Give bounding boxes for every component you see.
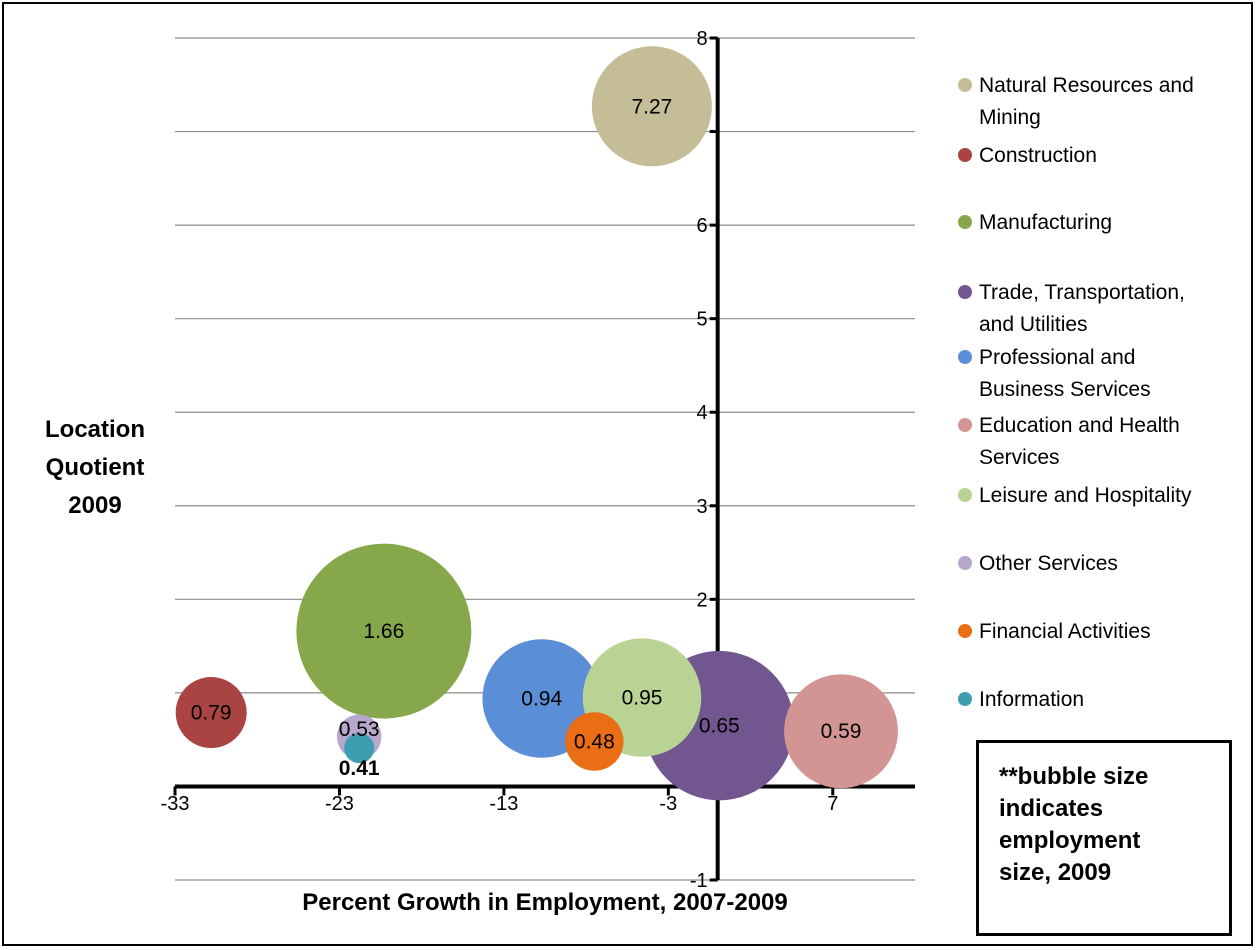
legend-marker	[958, 285, 972, 299]
legend-marker	[958, 350, 972, 364]
legend-label: Financial Activities	[979, 620, 1151, 643]
legend-label: Other Services	[979, 552, 1118, 575]
note-line: **bubble size	[999, 763, 1149, 790]
bubble	[296, 543, 472, 719]
bubble-value-label: 0.95	[622, 687, 663, 710]
bubble-value-label: 0.94	[521, 688, 562, 711]
note-line: employment	[999, 827, 1141, 854]
legend-label: Professional and	[979, 346, 1135, 369]
y-tick-label: 6	[697, 215, 708, 237]
legend-marker	[958, 418, 972, 432]
bubble-value-label: 0.53	[339, 718, 380, 741]
bubbles	[175, 46, 898, 801]
y-axis-title: Quotient	[46, 454, 145, 481]
note-line: indicates	[999, 795, 1104, 822]
legend-label: Business Services	[979, 378, 1151, 401]
legend-label: Trade, Transportation,	[979, 281, 1185, 304]
x-tick-label: -13	[489, 793, 518, 815]
note-line: size, 2009	[999, 859, 1112, 886]
y-tick-label: 2	[697, 589, 708, 611]
bubble-value-label: 0.79	[191, 702, 232, 725]
legend-label: Construction	[979, 144, 1097, 167]
bubble	[591, 46, 712, 167]
axes: -33-23-13-37-1012345678	[161, 28, 915, 892]
legend: Natural Resources and Mining Construction M…	[958, 74, 1194, 711]
x-tick-label: -3	[659, 793, 677, 815]
y-tick-label: -1	[690, 870, 708, 892]
legend-label: Information	[979, 688, 1084, 711]
legend-marker	[958, 148, 972, 162]
x-tick-label: -33	[161, 793, 190, 815]
bubble	[565, 712, 624, 771]
legend-label: Natural Resources and	[979, 74, 1194, 97]
y-axis-title: 2009	[68, 492, 121, 519]
legend-label: and Utilities	[979, 313, 1088, 336]
legend-marker	[958, 624, 972, 638]
bubble-value-label: 1.66	[363, 620, 404, 643]
bubble-value-label: 7.27	[631, 95, 672, 118]
legend-marker	[958, 488, 972, 502]
y-tick-label: 5	[697, 309, 708, 331]
gridlines	[175, 37, 915, 881]
bubble	[344, 733, 375, 764]
bubble-size-note: **bubble size indicates employment size,…	[976, 740, 1232, 936]
y-tick-label: 8	[697, 28, 708, 50]
x-tick-label: -23	[325, 793, 354, 815]
legend-marker	[958, 692, 972, 706]
legend-marker	[958, 556, 972, 570]
bubble-value-label: 0.59	[821, 720, 862, 743]
x-axis-title: Percent Growth in Employment, 2007-2009	[302, 889, 788, 916]
y-tick-label: 3	[697, 496, 708, 518]
bubble	[784, 674, 898, 789]
legend-label: Education and Health	[979, 414, 1180, 437]
axis-titles: Percent Growth in Employment, 2007-2009 L…	[45, 416, 788, 916]
bubble-value-label: 0.48	[574, 731, 615, 754]
legend-marker	[958, 78, 972, 92]
x-tick-label: 7	[827, 793, 838, 815]
bubble	[175, 677, 247, 749]
y-tick-label: 4	[697, 402, 708, 424]
legend-label: Services	[979, 446, 1060, 469]
legend-marker	[958, 215, 972, 229]
y-axis-title: Location	[45, 416, 145, 443]
legend-label: Leisure and Hospitality	[979, 484, 1192, 507]
bubble-value-label: 0.65	[699, 715, 740, 738]
legend-label: Mining	[979, 106, 1041, 129]
data-labels: 7.27 0.79 1.66 0.65 0.94 0.59 0.95 0.53 0.48 0.41	[191, 95, 862, 780]
legend-label: Manufacturing	[979, 211, 1112, 234]
bubble-value-label: 0.41	[339, 757, 380, 780]
